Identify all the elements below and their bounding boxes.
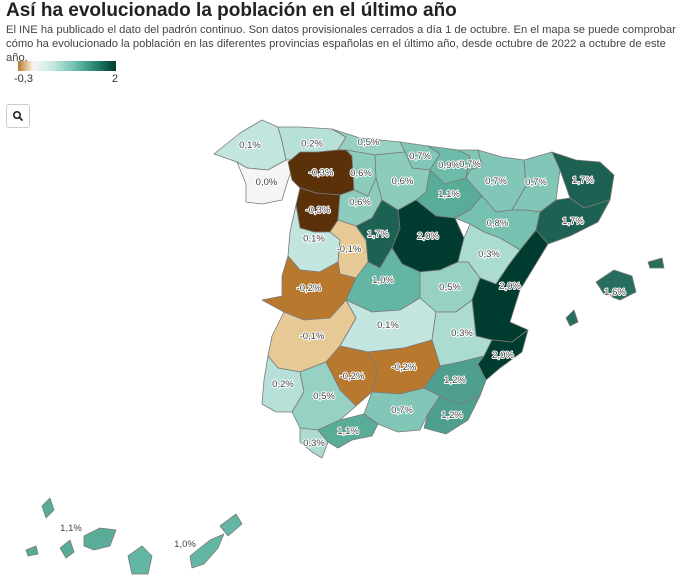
province-label-girona: 1,7%: [572, 175, 594, 186]
province-label-barcelona: 1,7%: [562, 216, 584, 227]
province-label-jaen: -0,2%: [392, 362, 417, 373]
province-label-malaga: 1,1%: [337, 426, 359, 437]
province-label-coruna: 0,1%: [239, 140, 261, 151]
province-label-burgos: 0,6%: [392, 176, 414, 187]
province-label-alicante: 2,0%: [492, 350, 514, 361]
province-label-caceres: -0,2%: [297, 283, 322, 294]
province-label-creal: 0,1%: [377, 320, 399, 331]
map-subtitle: El INE ha publicado el dato del padrón c…: [6, 24, 676, 64]
province-label-leon: -0,3%: [309, 168, 334, 179]
legend-max-label: 2: [111, 73, 118, 85]
province-label-bizkaia: 0,9%: [438, 160, 460, 171]
province-label-huelva: 0,2%: [272, 379, 294, 390]
province-label-murcia: 1,2%: [444, 375, 466, 386]
province-santa-cruz-de-tenerife[interactable]: [25, 497, 117, 559]
province-label-avila: -0,1%: [337, 244, 362, 255]
province-label-valladolid: 0,6%: [349, 197, 371, 208]
province-label-gipuzkoa: 0,7%: [459, 159, 481, 170]
province-label-granada: 0,7%: [391, 405, 413, 416]
province-label-segovia: 1,7%: [367, 229, 389, 240]
province-label-albacete: 0,3%: [451, 328, 473, 339]
province-label-pontevedra: 0,0%: [256, 177, 278, 188]
province-label-lugo: 0,2%: [301, 139, 323, 150]
province-pontevedra[interactable]: [236, 159, 297, 205]
province-label-salamanca: 0,1%: [303, 234, 325, 245]
province-label-baleares: 1,6%: [604, 287, 626, 298]
province-label-laspalmas: 1,0%: [174, 539, 196, 550]
legend-min-label: -0,3: [14, 73, 33, 85]
province-label-zamora: -0,3%: [306, 205, 331, 216]
color-legend: -0,3 2: [14, 61, 118, 87]
province-almeria[interactable]: [423, 395, 481, 435]
province-label-rioja: 1,1%: [438, 189, 460, 200]
province-label-cadiz: 0,3%: [303, 438, 325, 449]
province-label-huesca: 0,7%: [525, 177, 547, 188]
province-label-cordoba: -0,2%: [340, 371, 365, 382]
province-label-sevilla: 0,5%: [313, 391, 335, 402]
province-label-valencia: 2,0%: [499, 281, 521, 292]
province-label-toledo: 1,0%: [372, 275, 394, 286]
province-label-madrid: 2,0%: [417, 231, 439, 242]
province-label-badajoz: -0,1%: [300, 331, 325, 342]
province-label-zaragoza: 0,8%: [487, 218, 509, 229]
search-icon: [13, 111, 23, 121]
search-button[interactable]: [6, 104, 30, 128]
map-title: Así ha evolucionado la población en el ú…: [6, 0, 457, 21]
province-label-cantabria: 0,7%: [409, 151, 431, 162]
province-baleares[interactable]: [565, 257, 665, 327]
province-labels: 0,1% 0,2%0,0%0,5%0,7%0,9% 0,7%0,7% 0,7% 1,7%…: [59, 136, 627, 551]
province-label-asturias: 0,5%: [358, 137, 380, 148]
province-label-teruel: 0,3%: [478, 249, 500, 260]
province-las-palmas[interactable]: [127, 513, 243, 575]
legend-gradient-bar: [18, 61, 116, 71]
province-label-cuenca: 0,5%: [439, 282, 461, 293]
province-label-navarra: 0,7%: [485, 176, 507, 187]
province-label-almeria: 1,2%: [441, 410, 463, 421]
province-label-palencia: 0,6%: [350, 168, 372, 179]
province-label-tenerife: 1,1%: [60, 523, 82, 534]
province-malaga[interactable]: [317, 413, 379, 449]
